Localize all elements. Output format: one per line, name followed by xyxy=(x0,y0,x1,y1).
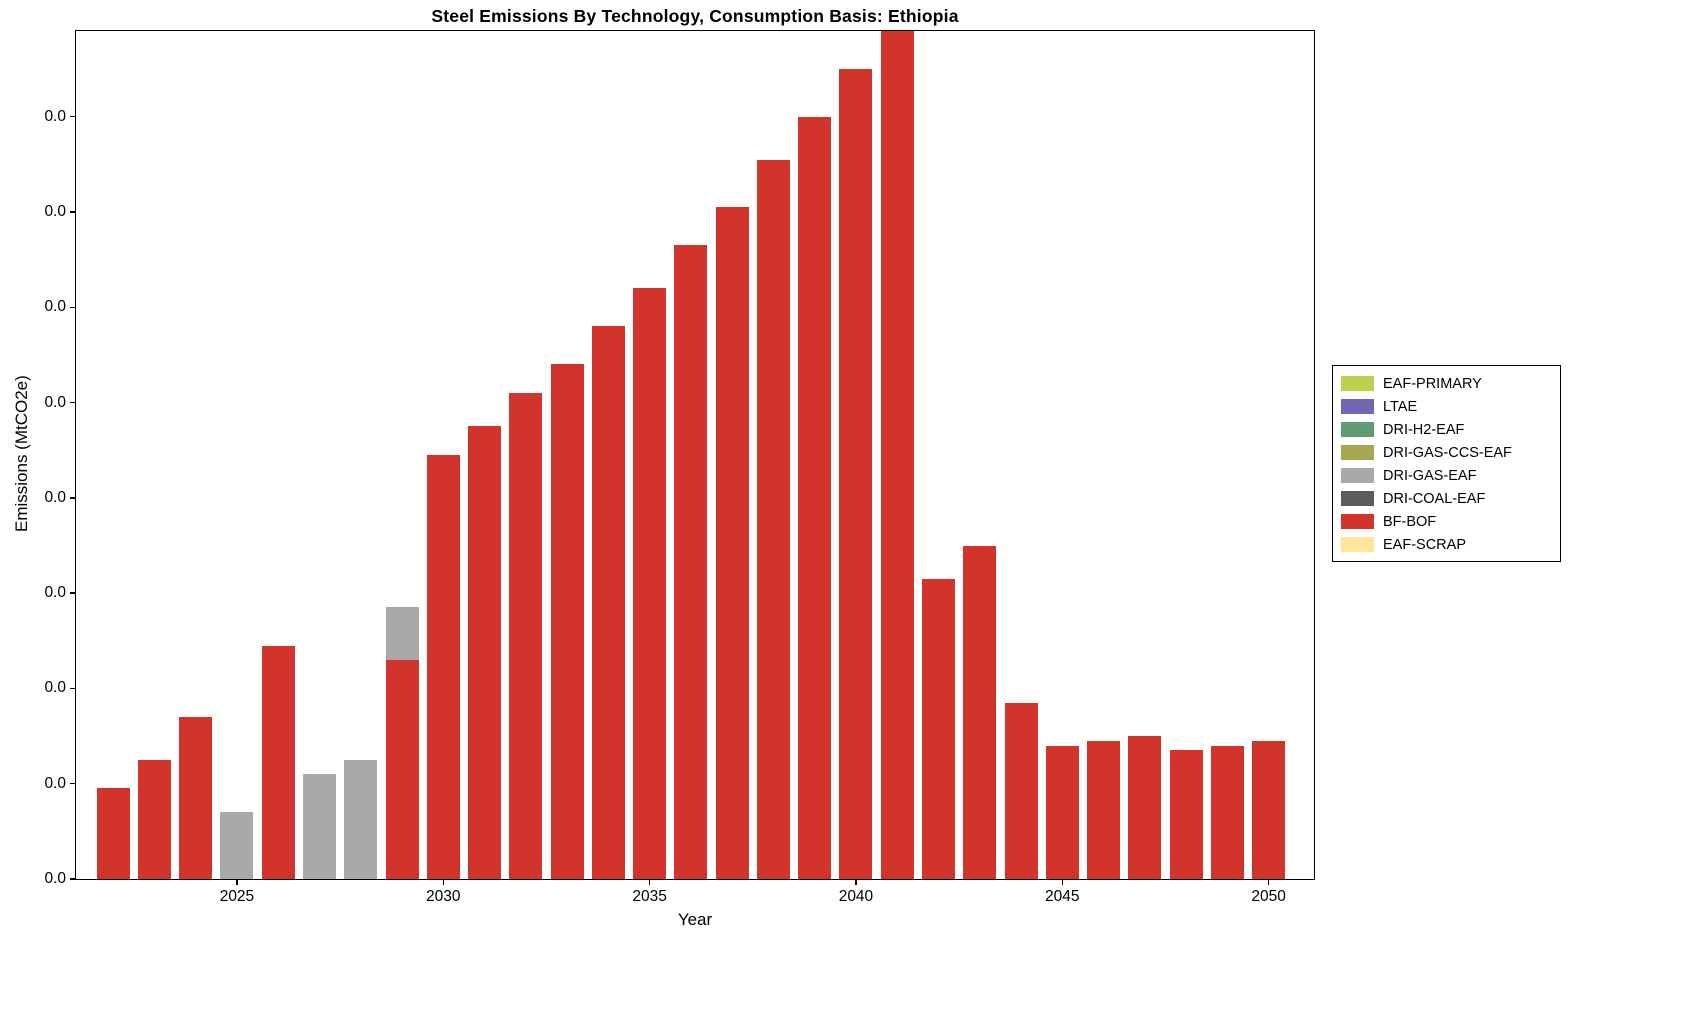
legend-swatch xyxy=(1341,422,1374,437)
bar-segment-dri-gas-eaf xyxy=(302,774,336,879)
x-axis-label: Year xyxy=(677,910,713,929)
y-tick-label: 0.0 xyxy=(44,107,66,125)
bar-segment-bf-bof xyxy=(426,455,460,879)
legend-entry: DRI-GAS-EAF xyxy=(1333,464,1560,487)
bar-segment-bf-bof xyxy=(550,364,584,879)
x-tick-mark xyxy=(855,879,857,885)
bar-segment-bf-bof xyxy=(137,759,171,879)
bar-segment-bf-bof xyxy=(1252,740,1286,879)
legend-label: DRI-COAL-EAF xyxy=(1383,490,1486,507)
legend-entry: DRI-GAS-CCS-EAF xyxy=(1333,441,1560,464)
legend-entry: DRI-H2-EAF xyxy=(1333,418,1560,441)
y-tick-mark xyxy=(70,497,76,499)
y-tick-label: 0.0 xyxy=(44,393,66,411)
bar-segment-bf-bof xyxy=(839,69,873,879)
y-tick-mark xyxy=(70,306,76,309)
chart-title: Steel Emissions By Technology, Consumpti… xyxy=(431,6,959,26)
legend-swatch xyxy=(1341,445,1374,460)
bar-segment-bf-bof xyxy=(921,578,955,879)
bar-segment-bf-bof xyxy=(756,159,790,879)
legend-swatch xyxy=(1341,514,1374,529)
bar-segment-bf-bof xyxy=(468,426,502,879)
bar-segment-dri-gas-eaf xyxy=(344,759,378,879)
y-tick-mark xyxy=(70,592,76,594)
x-tick-label: 2045 xyxy=(1045,888,1080,905)
plot-inner: 2025 2030 2035 2040 2045 2050 0.0 0.0 0.0 0.0 0.0 0… xyxy=(44,31,1314,905)
bar-segment-bf-bof xyxy=(1128,736,1162,879)
y-tick-mark xyxy=(70,211,76,213)
legend-label: DRI-H2-EAF xyxy=(1383,421,1465,438)
legend-swatch xyxy=(1341,491,1374,506)
legend-swatch xyxy=(1341,376,1374,391)
bar-segment-bf-bof xyxy=(633,288,667,879)
bar-segment-bf-bof xyxy=(963,545,997,879)
legend-entry: DRI-COAL-EAF xyxy=(1333,487,1560,510)
bar-segment-bf-bof xyxy=(715,207,749,879)
x-tick-label: 2040 xyxy=(838,888,874,905)
x-tick-mark xyxy=(1061,879,1063,885)
y-tick-mark xyxy=(70,878,76,880)
x-tick-mark xyxy=(648,879,651,885)
y-tick-label: 0.0 xyxy=(44,679,66,697)
legend-swatch xyxy=(1341,537,1374,552)
x-tick-label: 2030 xyxy=(426,888,461,905)
bar-segment-bf-bof xyxy=(880,31,914,879)
x-tick-mark xyxy=(442,879,444,885)
y-axis-label: Emissions (MtCO2e) xyxy=(12,375,31,532)
bar-segment-bf-bof xyxy=(1169,750,1203,879)
plot-area: 2025 2030 2035 2040 2045 2050 0.0 0.0 0.0 0.0 0.0 0… xyxy=(44,30,1315,905)
legend-label: BF-BOF xyxy=(1383,513,1437,530)
x-tick-label: 2050 xyxy=(1251,888,1286,905)
x-tick-label: 2035 xyxy=(632,888,667,905)
legend-entry: EAF-SCRAP xyxy=(1333,533,1560,556)
legend-entry: EAF-PRIMARY xyxy=(1333,372,1560,395)
legend-swatch xyxy=(1341,399,1374,414)
legend-label: LTAE xyxy=(1383,398,1418,415)
bar-segment-bf-bof xyxy=(798,116,832,879)
y-tick-label: 0.0 xyxy=(44,298,66,316)
bar-segment-bf-bof xyxy=(509,393,543,879)
y-tick-mark xyxy=(70,401,76,404)
y-tick-label: 0.0 xyxy=(44,488,66,506)
y-tick-label: 0.0 xyxy=(44,203,66,221)
bar-segment-bf-bof xyxy=(1087,740,1121,879)
bar-segment-dri-gas-eaf xyxy=(385,607,419,660)
bar-segment-bf-bof xyxy=(1210,745,1244,879)
legend-label: EAF-SCRAP xyxy=(1383,536,1466,553)
bar-segment-bf-bof xyxy=(591,326,625,879)
bar-segment-bf-bof xyxy=(96,788,130,879)
bar-segment-bf-bof xyxy=(179,717,213,879)
y-tick-mark xyxy=(70,783,76,785)
x-tick-mark xyxy=(236,879,238,885)
y-tick-label: 0.0 xyxy=(44,774,66,792)
legend-label: EAF-PRIMARY xyxy=(1383,375,1482,392)
bar-segment-bf-bof xyxy=(1045,745,1079,879)
legend-label: DRI-GAS-CCS-EAF xyxy=(1383,444,1512,461)
bar-segment-dri-gas-eaf xyxy=(220,812,254,879)
y-tick-label: 0.0 xyxy=(44,870,66,887)
bar-segment-bf-bof xyxy=(1004,702,1038,879)
bar-segment-bf-bof xyxy=(385,659,419,879)
bar-segment-bf-bof xyxy=(261,645,295,879)
bar-segment-bf-bof xyxy=(674,245,708,879)
x-tick-mark xyxy=(1267,879,1270,885)
legend-entry: BF-BOF xyxy=(1333,510,1560,533)
legend: EAF-PRIMARY LTAE DRI-H2-EAF DRI-GAS-CCS-EAF… xyxy=(1332,365,1561,562)
legend-label: DRI-GAS-EAF xyxy=(1383,467,1477,484)
y-tick-mark xyxy=(70,687,76,690)
x-tick-label: 2025 xyxy=(219,888,255,905)
y-tick-mark xyxy=(70,116,76,118)
legend-entry: LTAE xyxy=(1333,395,1560,418)
legend-swatch xyxy=(1341,468,1374,483)
y-tick-label: 0.0 xyxy=(44,584,66,602)
